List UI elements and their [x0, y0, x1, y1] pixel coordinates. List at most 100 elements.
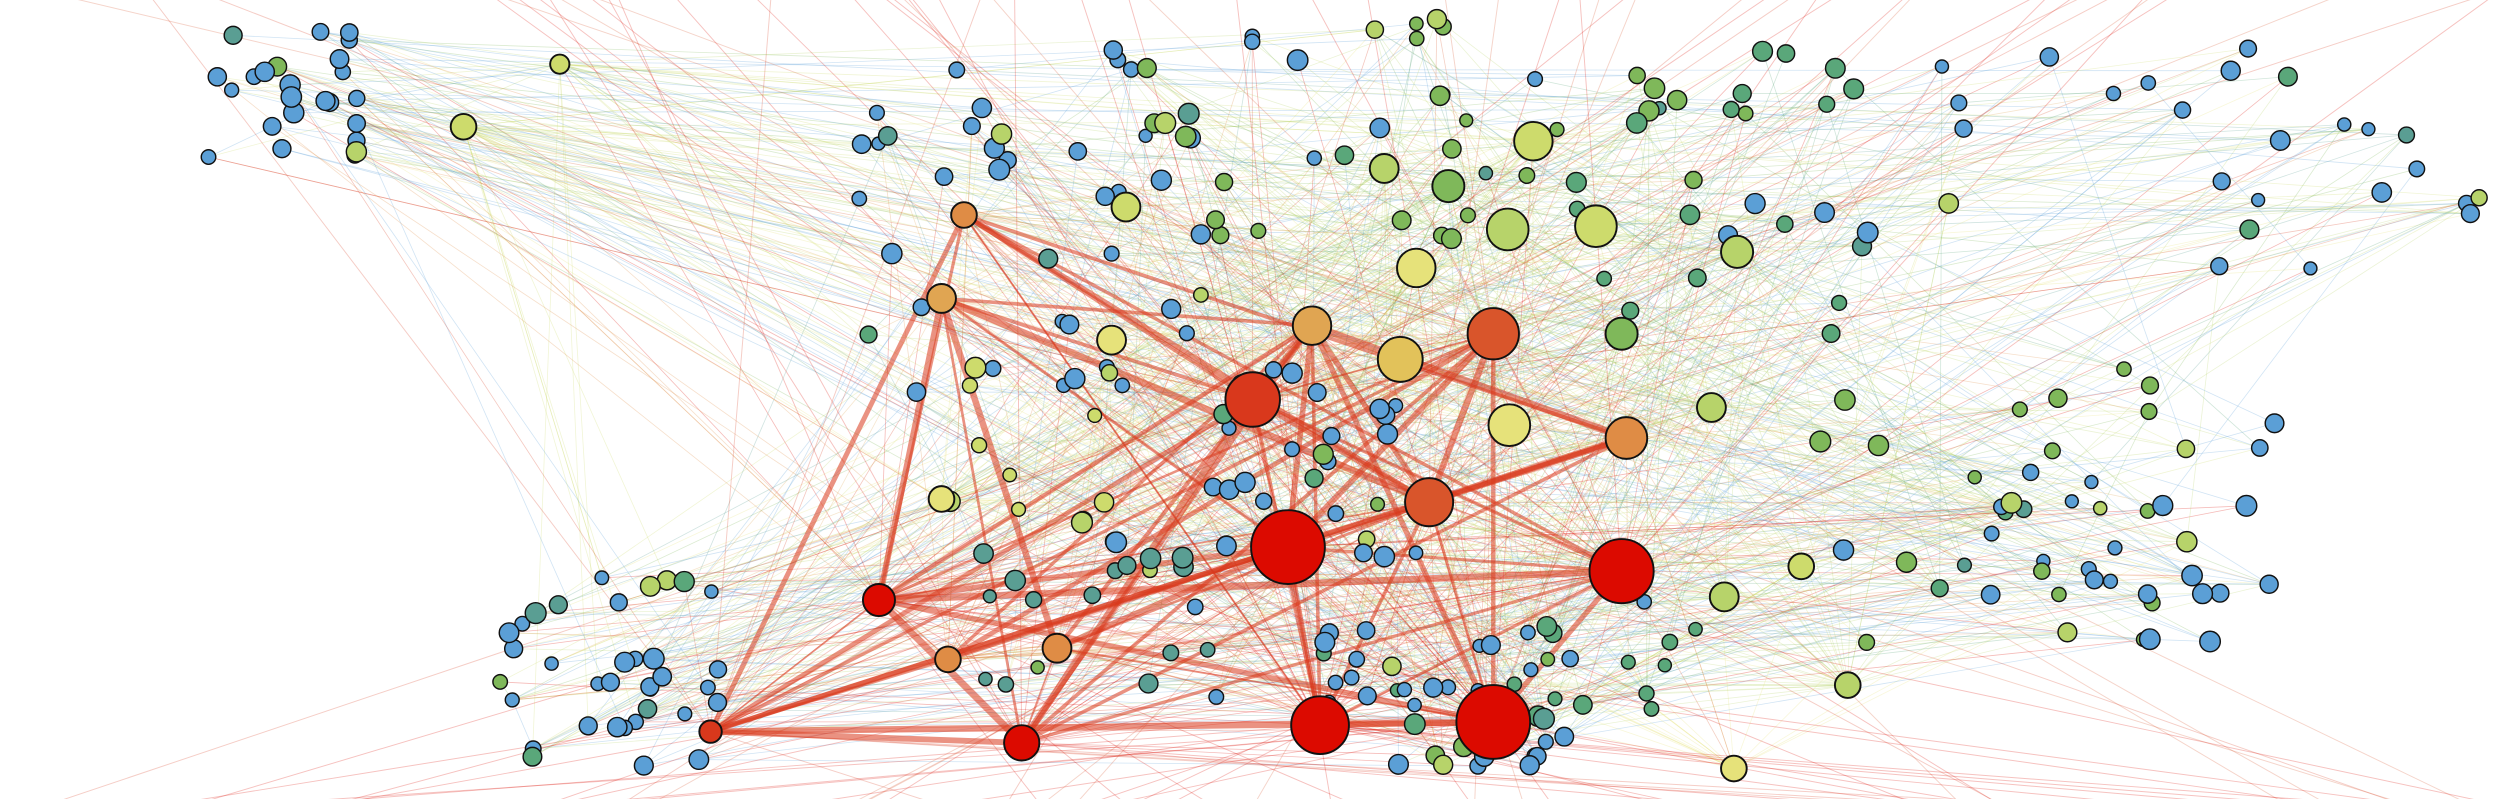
edge	[981, 107, 1627, 439]
hub-node	[934, 645, 962, 674]
edge	[1009, 474, 1227, 546]
edge	[356, 140, 1123, 386]
edge	[1621, 245, 1863, 335]
edge	[349, 32, 1385, 169]
edge	[894, 0, 1622, 572]
edge	[1146, 67, 1879, 446]
edge	[1492, 333, 1554, 634]
edge	[878, 599, 1343, 799]
edge	[1547, 203, 2467, 660]
node	[1327, 674, 1344, 691]
hub-node	[1588, 538, 1655, 605]
node	[2176, 439, 2196, 459]
edge	[1507, 229, 1627, 439]
edge	[1621, 510, 2148, 572]
hub-edge	[878, 567, 1622, 604]
node	[1722, 100, 1740, 119]
edge	[647, 78, 1536, 710]
edge	[1319, 93, 1743, 726]
edge	[916, 38, 1417, 393]
node	[906, 382, 927, 402]
node	[2107, 540, 2123, 556]
node	[997, 676, 1015, 693]
node	[1186, 598, 1204, 616]
edge	[1467, 214, 2193, 576]
edge	[512, 197, 2480, 701]
hub-edge	[1309, 324, 1496, 724]
node	[2239, 219, 2260, 240]
node	[633, 755, 654, 776]
edge	[1432, 333, 1494, 688]
node	[1114, 377, 1131, 394]
node	[1243, 33, 1261, 51]
edge	[513, 599, 880, 650]
node	[1004, 569, 1027, 592]
edge	[217, 76, 1127, 208]
node	[2048, 388, 2068, 409]
edge	[1636, 122, 2068, 633]
edge	[1527, 422, 2275, 633]
edge	[231, 89, 2187, 450]
node	[2043, 442, 2061, 460]
node	[1478, 165, 1494, 181]
edge	[1021, 742, 1659, 799]
edge	[1428, 181, 2222, 503]
edge	[1493, 76, 2289, 723]
edge	[1492, 0, 2489, 723]
edge	[1387, 234, 1729, 435]
edge	[1428, 0, 2148, 503]
edge	[1374, 29, 1738, 253]
node	[2105, 85, 2122, 102]
edge	[1224, 168, 1385, 183]
edge	[643, 334, 869, 766]
node	[1038, 248, 1059, 269]
edge	[624, 229, 1508, 729]
edge	[1183, 566, 1321, 726]
node	[2011, 401, 2028, 418]
node	[1030, 660, 1045, 675]
edge	[650, 206, 1127, 690]
hub-edge	[963, 214, 1321, 726]
edge	[941, 498, 2059, 595]
node	[2064, 494, 2080, 509]
edge	[1621, 333, 2270, 585]
edge	[601, 339, 1112, 579]
edge	[878, 437, 1627, 601]
node	[1572, 694, 1593, 715]
edge	[1287, 506, 2002, 548]
edge	[533, 225, 1597, 750]
node	[973, 543, 994, 564]
edge	[1654, 88, 1738, 253]
edge	[1533, 140, 2187, 450]
node	[2397, 126, 2416, 144]
edge	[1319, 547, 2116, 726]
hub-node	[1368, 153, 1400, 184]
edge	[217, 76, 942, 299]
edge	[947, 137, 1191, 660]
edge	[1118, 87, 1655, 193]
node	[1620, 654, 1636, 670]
edge	[559, 63, 880, 601]
edge	[1800, 229, 2250, 567]
edge	[356, 98, 980, 446]
edge	[1626, 409, 2020, 439]
node	[1376, 423, 1399, 445]
edge	[1621, 570, 1992, 799]
edge	[1416, 245, 1863, 269]
node	[1161, 298, 1182, 320]
node	[1312, 443, 1334, 465]
edge	[1396, 450, 2053, 691]
edge	[463, 126, 1112, 255]
edge	[1626, 437, 1725, 598]
edge	[289, 84, 709, 688]
edge	[1693, 128, 2369, 181]
edge	[1215, 219, 2187, 543]
edge	[1577, 208, 2125, 370]
edge	[1216, 203, 1756, 698]
edge	[1374, 29, 1849, 686]
hub-edge	[938, 297, 1061, 650]
node	[1122, 61, 1140, 78]
edge	[1436, 19, 1494, 334]
edge	[1724, 568, 2089, 598]
edge	[1387, 251, 1738, 435]
